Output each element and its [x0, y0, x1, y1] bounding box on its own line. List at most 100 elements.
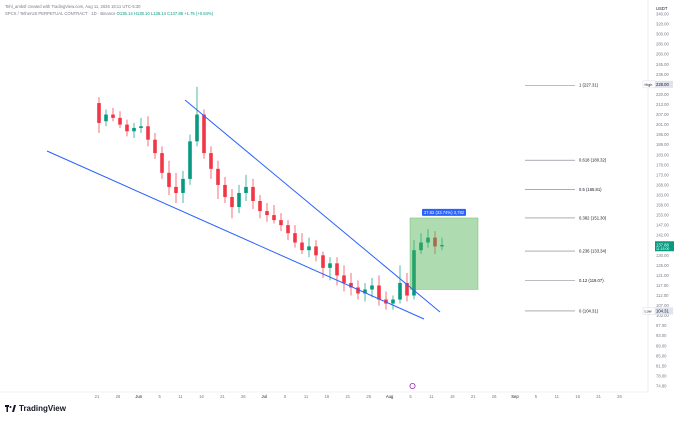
- y-tick-label: 142.00: [656, 233, 669, 238]
- low-value: 104.31: [656, 308, 669, 313]
- y-tick-label: 260.00: [656, 52, 669, 57]
- candle-body: [363, 289, 367, 294]
- y-tick-label: 195.00: [656, 132, 669, 137]
- x-tick-label: 26: [241, 394, 246, 399]
- candle-body: [433, 237, 437, 247]
- candle-body: [251, 186, 255, 202]
- fib-level-label: 0.236 (133.34): [579, 249, 607, 254]
- x-tick-label: 5: [159, 394, 162, 399]
- high-value-box: [655, 80, 673, 88]
- x-tick-label: Sep: [511, 394, 519, 399]
- candle-body: [237, 192, 241, 208]
- candle-body: [174, 186, 178, 193]
- y-tick-label: 81.50: [656, 363, 667, 368]
- candle-body: [412, 250, 416, 296]
- fib-level-label: 0 (104.31): [579, 308, 599, 313]
- x-tick-label: 26: [366, 394, 371, 399]
- x-tick-label: 16: [325, 394, 330, 399]
- y-tick-label: 183.00: [656, 152, 669, 157]
- tradingview-logo: TradingView: [5, 404, 66, 413]
- y-tick-label: 220.00: [656, 92, 669, 97]
- candle-body: [335, 263, 339, 276]
- x-tick-label: 11: [178, 394, 183, 399]
- x-tick-label: Aug: [386, 394, 394, 399]
- x-tick-label: Jun: [135, 394, 142, 399]
- candle-body: [244, 186, 248, 193]
- fib-level-label: 0.618 (180.32): [579, 158, 607, 163]
- candle-body: [265, 211, 269, 216]
- candle-body: [349, 282, 353, 288]
- y-tick-label: 107.00: [656, 303, 669, 308]
- y-tick-label: 245.00: [656, 62, 669, 67]
- candle-body: [342, 275, 346, 283]
- x-tick-label: 26: [116, 394, 121, 399]
- x-tick-label: 11: [304, 394, 309, 399]
- candle-body: [181, 178, 185, 193]
- x-tick-label: 5: [284, 394, 287, 399]
- x-tick-label: 21: [596, 394, 601, 399]
- y-tick-label: 207.00: [656, 112, 669, 117]
- y-tick-label: 117.00: [656, 283, 669, 288]
- current-price-countdown: 11:15:00: [656, 247, 669, 251]
- candle-body: [153, 139, 157, 154]
- candle-body: [195, 114, 199, 142]
- x-tick-label: Jul: [262, 394, 267, 399]
- y-tick-label: 153.00: [656, 213, 669, 218]
- fib-level-label: 0.12 (119.07): [579, 278, 604, 283]
- candle-body: [202, 114, 206, 154]
- x-tick-label: 26: [492, 394, 497, 399]
- high-tag-label: High: [645, 83, 653, 87]
- candle-body: [139, 126, 143, 128]
- brand-name: TradingView: [19, 404, 66, 413]
- candle-body: [356, 287, 360, 294]
- low-tag-label: Low: [645, 309, 652, 313]
- candle-body: [286, 225, 290, 234]
- candle-body: [293, 233, 297, 243]
- candle-body: [146, 126, 150, 140]
- event-marker-icon: [409, 382, 416, 389]
- fib-level-label: 0.382 (151.30): [579, 215, 607, 220]
- y-tick-label: 78.00: [656, 373, 667, 378]
- candle-body: [104, 114, 108, 122]
- current-price-box: [655, 241, 674, 252]
- y-tick-label: 163.00: [656, 192, 669, 197]
- range-label-bg: [422, 208, 466, 216]
- y-tick-label: 158.00: [656, 203, 669, 208]
- ohlc-values: O135.14 H138.10 L136.14 C137.88 +1.75 (+…: [116, 11, 214, 16]
- candle-body: [300, 242, 304, 251]
- candle-body: [328, 263, 332, 268]
- y-tick-label: 189.00: [656, 142, 669, 147]
- y-tick-label: 112.00: [656, 293, 669, 298]
- candle-body: [97, 103, 101, 123]
- candle-body: [132, 127, 136, 132]
- x-tick-label: 16: [199, 394, 204, 399]
- wedge-lower-line: [46, 150, 425, 320]
- candle-body: [279, 220, 283, 226]
- candle-body: [398, 282, 402, 300]
- y-tick-label: 201.00: [656, 122, 669, 127]
- x-tick-label: 21: [471, 394, 476, 399]
- candle-body: [230, 196, 234, 208]
- x-tick-label: 5: [409, 394, 412, 399]
- x-tick-label: 16: [575, 394, 580, 399]
- candle-body: [419, 242, 423, 251]
- y-tick-label: 74.80: [656, 384, 667, 389]
- y-tick-label: 125.00: [656, 263, 669, 268]
- y-tick-label: 300.00: [656, 32, 669, 37]
- price-range-box: [409, 217, 479, 290]
- y-tick-label: 85.00: [656, 353, 667, 358]
- candle-body: [167, 172, 171, 187]
- y-tick-label: 320.00: [656, 22, 669, 27]
- y-tick-label: 178.00: [656, 162, 669, 167]
- x-tick-label: 21: [220, 394, 225, 399]
- candle-body: [405, 282, 409, 296]
- y-tick-label: 213.00: [656, 102, 669, 107]
- low-value-box: [655, 307, 673, 315]
- range-label: 37.82 (33.74%) 3,782: [424, 210, 465, 215]
- y-tick-label: 147.00: [656, 223, 669, 228]
- candle-body: [160, 153, 164, 173]
- candle-body: [314, 246, 318, 256]
- fib-level-label: 1 (227.31): [579, 83, 599, 88]
- candle-body: [223, 184, 227, 197]
